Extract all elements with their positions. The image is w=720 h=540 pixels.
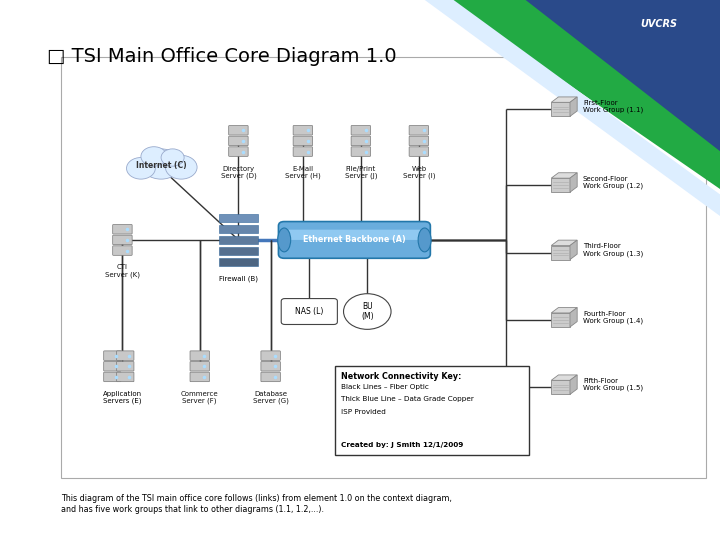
Text: Thick Blue Line – Data Grade Copper: Thick Blue Line – Data Grade Copper [341,396,474,402]
Polygon shape [570,97,577,117]
FancyBboxPatch shape [552,380,570,394]
FancyBboxPatch shape [61,57,706,478]
Polygon shape [552,240,577,246]
Text: BU
(M): BU (M) [361,302,374,321]
FancyBboxPatch shape [104,362,121,371]
Text: First-Floor
Work Group (1.1): First-Floor Work Group (1.1) [583,100,643,113]
FancyBboxPatch shape [293,125,312,135]
Ellipse shape [278,228,291,252]
Polygon shape [570,375,577,394]
FancyBboxPatch shape [335,366,529,455]
FancyBboxPatch shape [229,147,248,156]
Polygon shape [552,308,577,313]
FancyBboxPatch shape [190,351,210,360]
Text: □ TSI Main Office Core Diagram 1.0: □ TSI Main Office Core Diagram 1.0 [47,47,397,66]
FancyBboxPatch shape [261,372,280,382]
Polygon shape [446,0,720,189]
Polygon shape [425,0,720,216]
Polygon shape [552,97,577,102]
FancyBboxPatch shape [552,102,570,117]
Text: Third-Floor
Work Group (1.3): Third-Floor Work Group (1.3) [583,243,643,256]
Text: UVCRS: UVCRS [640,19,678,29]
FancyBboxPatch shape [117,351,134,360]
Circle shape [343,294,391,329]
FancyBboxPatch shape [113,235,132,245]
Ellipse shape [418,228,431,252]
Text: This diagram of the TSI main office core follows (links) from element 1.0 on the: This diagram of the TSI main office core… [61,494,452,514]
FancyBboxPatch shape [219,258,258,266]
FancyBboxPatch shape [552,178,570,192]
FancyBboxPatch shape [117,372,134,382]
FancyBboxPatch shape [261,362,280,371]
Text: E-Mail
Server (H): E-Mail Server (H) [285,165,320,179]
Polygon shape [446,0,720,135]
FancyBboxPatch shape [190,372,210,382]
FancyBboxPatch shape [190,362,210,371]
Polygon shape [552,375,577,380]
Text: Fifth-Floor
Work Group (1.5): Fifth-Floor Work Group (1.5) [583,378,643,392]
FancyBboxPatch shape [552,313,570,327]
Text: File/Print
Server (J): File/Print Server (J) [345,165,377,179]
FancyBboxPatch shape [351,147,371,156]
Circle shape [127,158,156,179]
FancyBboxPatch shape [219,214,258,222]
Text: Black Lines – Fiber Optic: Black Lines – Fiber Optic [341,384,428,390]
FancyBboxPatch shape [351,125,371,135]
Circle shape [141,149,181,179]
Circle shape [161,149,184,166]
Text: Firewall (B): Firewall (B) [219,275,258,282]
Text: Ethernet Backbone (A): Ethernet Backbone (A) [303,235,406,245]
FancyBboxPatch shape [219,225,258,233]
FancyBboxPatch shape [279,221,431,258]
FancyBboxPatch shape [293,147,312,156]
Polygon shape [570,240,577,260]
FancyBboxPatch shape [219,247,258,255]
FancyBboxPatch shape [409,125,428,135]
Text: Directory
Server (D): Directory Server (D) [220,165,256,179]
FancyBboxPatch shape [409,147,428,156]
Text: Second-Floor
Work Group (1.2): Second-Floor Work Group (1.2) [583,176,643,189]
Polygon shape [468,0,720,173]
Text: Database
Server (G): Database Server (G) [253,391,289,404]
FancyBboxPatch shape [286,230,423,240]
Polygon shape [552,173,577,178]
FancyBboxPatch shape [113,225,132,234]
Polygon shape [526,0,720,151]
FancyBboxPatch shape [104,372,121,382]
Text: Fourth-Floor
Work Group (1.4): Fourth-Floor Work Group (1.4) [583,310,643,324]
FancyBboxPatch shape [229,136,248,146]
FancyBboxPatch shape [229,125,248,135]
FancyBboxPatch shape [219,236,258,244]
Polygon shape [570,308,577,327]
Text: NAS (L): NAS (L) [295,307,323,316]
FancyBboxPatch shape [261,351,280,360]
Text: Network Connectivity Key:: Network Connectivity Key: [341,372,462,381]
Text: Created by: J Smith 12/1/2009: Created by: J Smith 12/1/2009 [341,442,463,448]
Text: Commerce
Server (F): Commerce Server (F) [181,391,219,404]
Circle shape [141,147,167,166]
Text: Application
Servers (E): Application Servers (E) [103,391,142,404]
FancyBboxPatch shape [293,136,312,146]
Polygon shape [570,173,577,192]
FancyBboxPatch shape [282,299,338,325]
Text: Web
Server (I): Web Server (I) [402,165,435,179]
FancyBboxPatch shape [351,136,371,146]
Circle shape [166,156,197,179]
Text: ISP Provided: ISP Provided [341,409,386,415]
FancyBboxPatch shape [117,362,134,371]
FancyBboxPatch shape [552,246,570,260]
FancyBboxPatch shape [113,246,132,255]
FancyBboxPatch shape [104,351,121,360]
Text: CTI
Server (K): CTI Server (K) [105,265,140,278]
Text: Internet (C): Internet (C) [136,161,186,170]
FancyBboxPatch shape [409,136,428,146]
